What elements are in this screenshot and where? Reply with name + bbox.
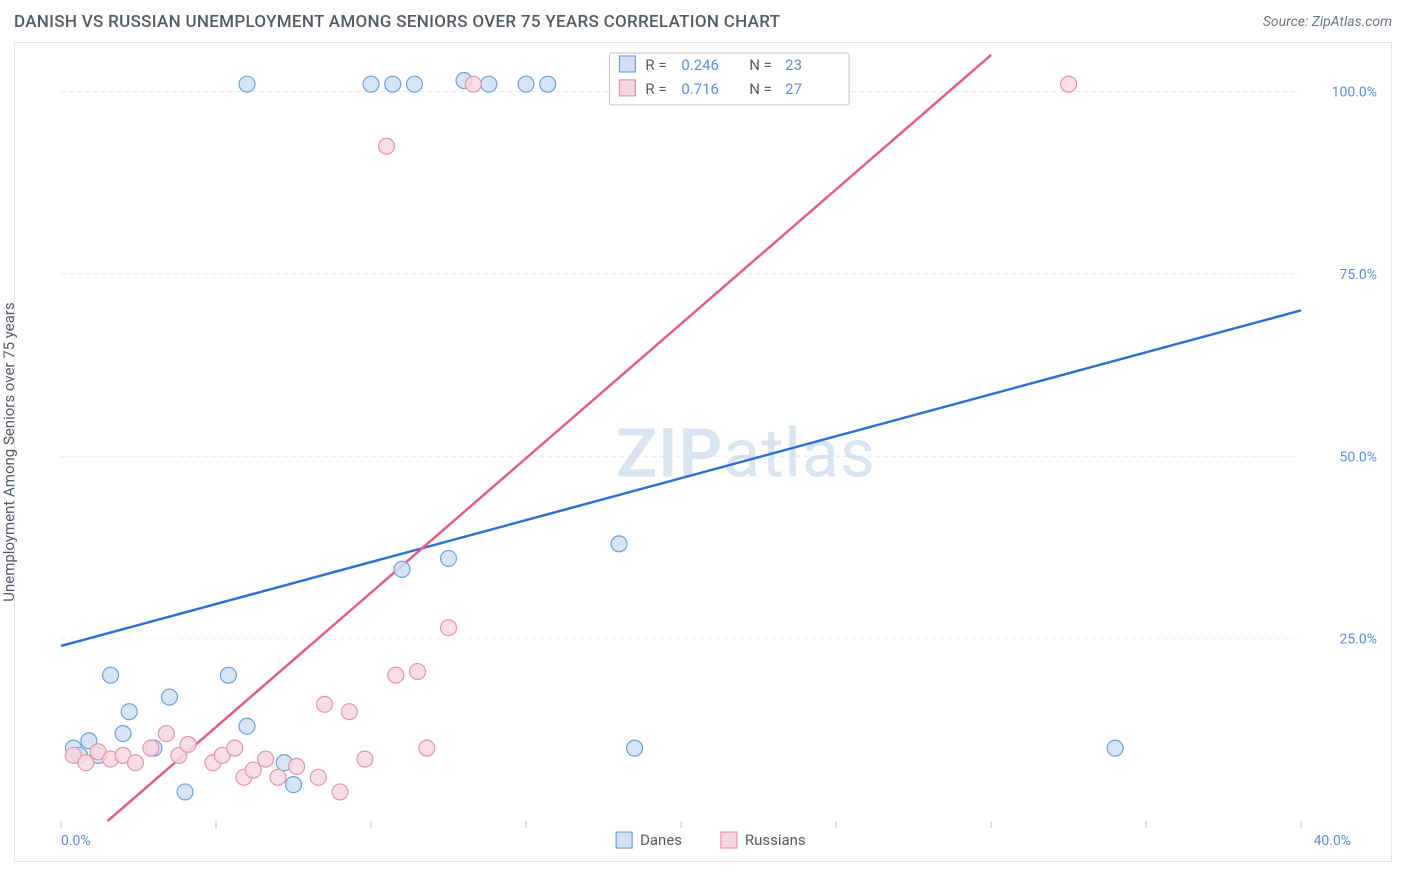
legend-series-label: Danes <box>640 831 682 849</box>
data-point <box>441 550 457 566</box>
data-point <box>540 76 556 92</box>
data-point <box>394 561 410 577</box>
data-point <box>286 777 302 793</box>
watermark: ZIPatlas <box>616 414 876 494</box>
data-point <box>357 751 373 767</box>
data-point <box>158 726 174 742</box>
data-point <box>310 769 326 785</box>
data-point <box>627 740 643 756</box>
data-point <box>78 755 94 771</box>
data-point <box>406 76 422 92</box>
legend-r-value: 0.716 <box>681 80 719 98</box>
data-point <box>180 737 196 753</box>
data-point <box>162 689 178 705</box>
data-point <box>220 667 236 683</box>
y-tick-label: 50.0% <box>1340 449 1377 465</box>
trend-line <box>61 310 1301 646</box>
chart-header: DANISH VS RUSSIAN UNEMPLOYMENT AMONG SEN… <box>0 0 1406 38</box>
data-point <box>332 784 348 800</box>
data-point <box>258 751 274 767</box>
legend-swatch <box>619 80 635 96</box>
data-point <box>239 718 255 734</box>
legend-swatch <box>616 832 632 848</box>
legend-r-label: R = <box>645 56 666 74</box>
data-point <box>317 696 333 712</box>
y-tick-label: 25.0% <box>1340 632 1377 648</box>
chart-source: Source: ZipAtlas.com <box>1263 14 1392 30</box>
data-point <box>245 762 261 778</box>
data-point <box>121 704 137 720</box>
data-point <box>115 726 131 742</box>
data-point <box>103 667 119 683</box>
y-tick-label: 100.0% <box>1332 84 1377 100</box>
data-point <box>270 769 286 785</box>
data-point <box>143 740 159 756</box>
data-point <box>410 664 426 680</box>
legend-r-label: R = <box>645 80 666 98</box>
chart-container: Unemployment Among Seniors over 75 years… <box>14 42 1392 862</box>
data-point <box>177 784 193 800</box>
data-point <box>611 536 627 552</box>
data-point <box>1061 76 1077 92</box>
scatter-plot: ZIPatlas 0.0% 40.0% 25.0% 50.0% 75.0% 100.0% R … <box>55 43 1391 861</box>
data-point <box>363 76 379 92</box>
data-point <box>227 740 243 756</box>
legend-n-value: 23 <box>785 56 802 74</box>
y-tick-label: 75.0% <box>1340 267 1377 283</box>
legend-n-label: N = <box>749 80 772 98</box>
x-tick-label: 0.0% <box>61 833 91 849</box>
data-point <box>441 620 457 636</box>
data-point <box>419 740 435 756</box>
data-point <box>289 758 305 774</box>
data-point <box>379 138 395 154</box>
data-point <box>239 76 255 92</box>
data-point <box>481 76 497 92</box>
data-point <box>518 76 534 92</box>
chart-title: DANISH VS RUSSIAN UNEMPLOYMENT AMONG SEN… <box>14 12 780 32</box>
data-point <box>127 755 143 771</box>
y-axis-label: Unemployment Among Seniors over 75 years <box>0 302 18 601</box>
legend-n-value: 27 <box>785 80 802 98</box>
legend-n-label: N = <box>749 56 772 74</box>
data-point <box>385 76 401 92</box>
x-tick-label: 40.0% <box>1314 833 1351 849</box>
legend-swatch <box>721 832 737 848</box>
data-point <box>341 704 357 720</box>
data-point <box>1107 740 1123 756</box>
legend-r-value: 0.246 <box>681 56 719 74</box>
data-point <box>465 76 481 92</box>
legend-series-label: Russians <box>745 831 806 849</box>
legend-swatch <box>619 56 635 72</box>
data-point <box>388 667 404 683</box>
